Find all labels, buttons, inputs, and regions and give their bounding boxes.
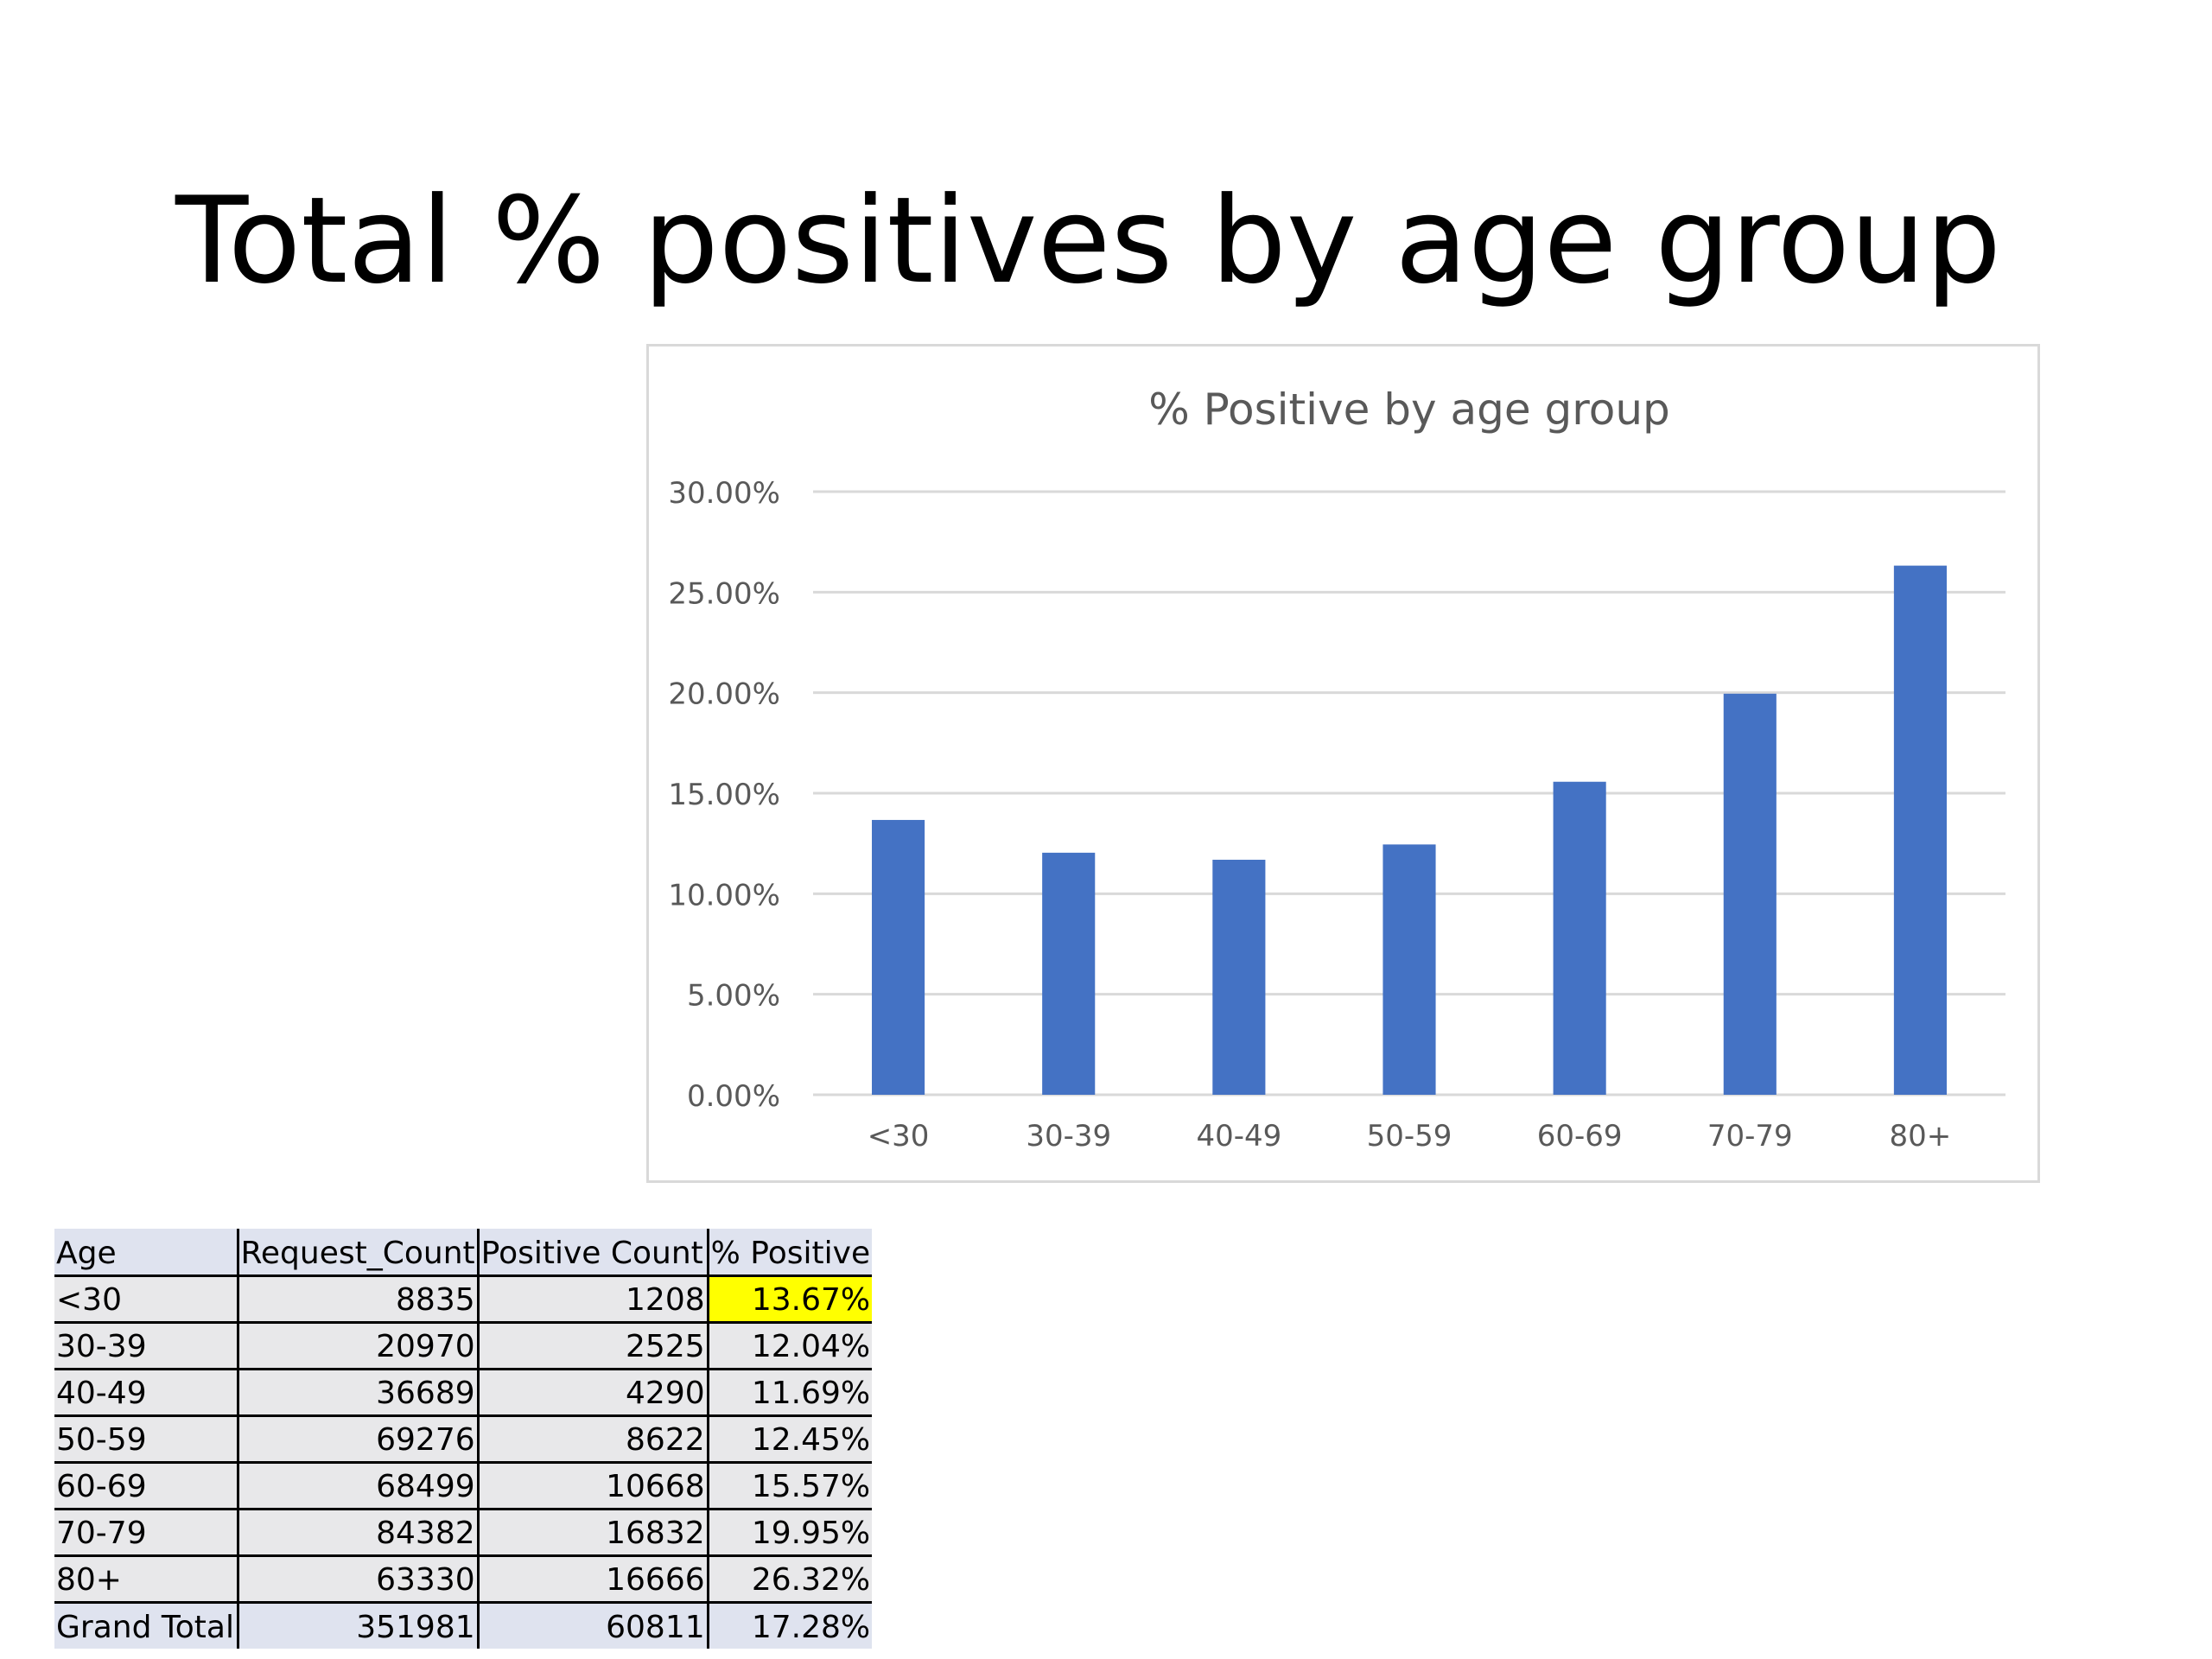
header-age: Age <box>54 1229 238 1277</box>
table-cell-percent-positive: 26.32% <box>706 1555 873 1604</box>
age-group-table: Age Request_Count Positive Count % Posit… <box>54 1229 873 1649</box>
table-row: 70-79 84382 16832 19.95% <box>54 1509 873 1557</box>
chart-title: % Positive by age group <box>1148 385 1670 435</box>
bar <box>1553 781 1606 1095</box>
bar <box>1893 565 1947 1095</box>
table-cell-percent-positive: 12.04% <box>706 1322 873 1370</box>
x-tick-label: 30-39 <box>1026 1119 1111 1154</box>
bar <box>1723 693 1777 1095</box>
x-tick-label: 50-59 <box>1367 1119 1452 1154</box>
header-percent-positive: % Positive <box>706 1229 873 1277</box>
bar-chart-svg: % Positive by age group 0.00% 5.00% 10.00% 1… <box>668 385 2005 1154</box>
table-cell-request-count: 68499 <box>236 1462 479 1510</box>
y-tick-label: 0.00% <box>687 1079 780 1114</box>
table-cell-positive-count: 2525 <box>476 1322 709 1370</box>
table-cell-positive-count: 4290 <box>476 1369 709 1417</box>
header-request-count: Request_Count <box>236 1229 479 1277</box>
table-total-positive-count: 60811 <box>476 1602 709 1649</box>
table-cell-request-count: 36689 <box>236 1369 479 1417</box>
table-cell-age: 50-59 <box>54 1415 238 1464</box>
table-total-request-count: 351981 <box>236 1602 479 1649</box>
table-cell-positive-count: 16666 <box>476 1555 709 1604</box>
table-cell-age: 30-39 <box>54 1322 238 1370</box>
table-row: <30 8835 1208 13.67% <box>54 1275 873 1324</box>
table-row: 50-59 69276 8622 12.45% <box>54 1415 873 1464</box>
bar-chart: % Positive by age group 0.00% 5.00% 10.00% 1… <box>646 344 2040 1183</box>
y-tick-label: 20.00% <box>668 677 780 712</box>
table-cell-percent-positive: 11.69% <box>706 1369 873 1417</box>
x-tick-label: 70-79 <box>1707 1119 1793 1154</box>
bar <box>1382 844 1436 1095</box>
table-row: 60-69 68499 10668 15.57% <box>54 1462 873 1510</box>
table-cell-percent-positive-highlighted: 13.67% <box>706 1275 873 1324</box>
y-tick-label: 25.00% <box>668 576 780 611</box>
x-tick-label: 60-69 <box>1537 1119 1623 1154</box>
bar <box>1042 852 1096 1095</box>
table-header-row: Age Request_Count Positive Count % Posit… <box>54 1229 873 1277</box>
table-row: 40-49 36689 4290 11.69% <box>54 1369 873 1417</box>
y-tick-label: 15.00% <box>668 778 780 812</box>
table-cell-age: 60-69 <box>54 1462 238 1510</box>
header-positive-count: Positive Count <box>476 1229 709 1277</box>
table-cell-request-count: 63330 <box>236 1555 479 1604</box>
table-cell-age: 40-49 <box>54 1369 238 1417</box>
table-cell-positive-count: 10668 <box>476 1462 709 1510</box>
table-row: 80+ 63330 16666 26.32% <box>54 1555 873 1604</box>
bar <box>872 819 925 1095</box>
table-cell-age: 70-79 <box>54 1509 238 1557</box>
table-total-percent-positive: 17.28% <box>706 1602 873 1649</box>
slide-title: Total % positives by age group <box>175 171 2002 310</box>
table-cell-positive-count: 1208 <box>476 1275 709 1324</box>
table-cell-request-count: 69276 <box>236 1415 479 1464</box>
table-cell-percent-positive: 19.95% <box>706 1509 873 1557</box>
y-tick-label: 5.00% <box>687 979 780 1014</box>
x-tick-label: <30 <box>868 1119 930 1154</box>
y-tick-label: 30.00% <box>668 476 780 511</box>
table-cell-positive-count: 8622 <box>476 1415 709 1464</box>
table-row: 30-39 20970 2525 12.04% <box>54 1322 873 1370</box>
y-tick-label: 10.00% <box>668 878 780 912</box>
table-cell-percent-positive: 12.45% <box>706 1415 873 1464</box>
table-total-row: Grand Total 351981 60811 17.28% <box>54 1602 873 1649</box>
table-cell-age: 80+ <box>54 1555 238 1604</box>
table-cell-request-count: 8835 <box>236 1275 479 1324</box>
x-tick-label: 40-49 <box>1196 1119 1281 1154</box>
table-cell-age: <30 <box>54 1275 238 1324</box>
table-cell-positive-count: 16832 <box>476 1509 709 1557</box>
table-total-label: Grand Total <box>54 1602 238 1649</box>
bar <box>1212 860 1266 1095</box>
table-cell-request-count: 84382 <box>236 1509 479 1557</box>
table-cell-request-count: 20970 <box>236 1322 479 1370</box>
x-tick-label: 80+ <box>1890 1119 1952 1154</box>
table-cell-percent-positive: 15.57% <box>706 1462 873 1510</box>
